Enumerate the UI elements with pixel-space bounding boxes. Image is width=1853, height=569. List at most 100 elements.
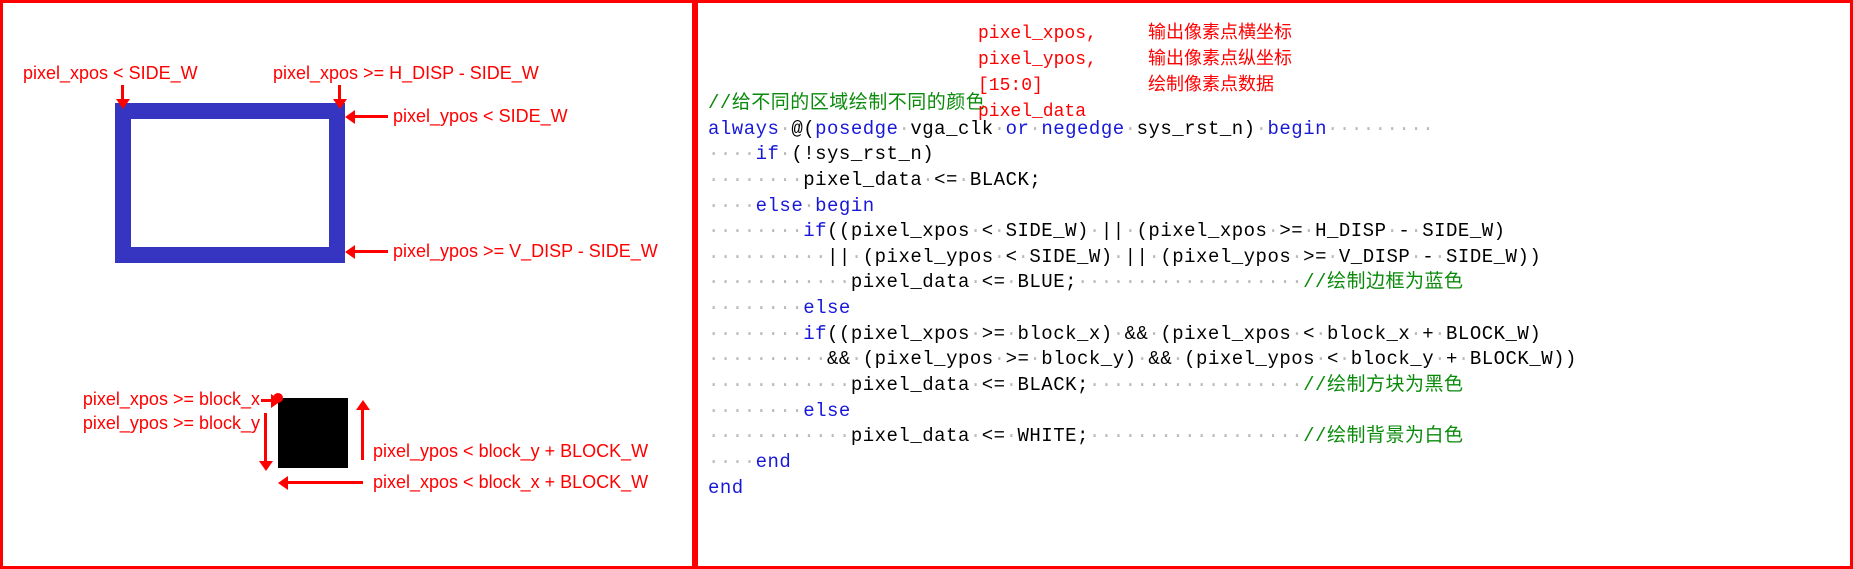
code-token: if — [803, 220, 827, 242]
code-token: · — [970, 323, 982, 345]
code-token: · — [994, 220, 1006, 242]
code-token: · — [779, 143, 791, 165]
code-token: && — [827, 348, 851, 370]
code-token: end — [756, 451, 792, 473]
code-line: ············pixel_data·<=·BLACK;········… — [708, 373, 1840, 399]
blue-frame — [115, 103, 345, 263]
arrow-icon — [261, 399, 271, 402]
code-token: SIDE_W)) — [1446, 246, 1541, 268]
code-token: · — [1137, 348, 1149, 370]
code-token: · — [970, 425, 982, 447]
arrow-icon — [355, 115, 388, 118]
code-token: pixel_data — [803, 169, 922, 191]
code-token: ·················· — [1089, 425, 1303, 447]
code-token: · — [1291, 323, 1303, 345]
code-token: ···· — [708, 451, 756, 473]
container: pixel_xpos < SIDE_W pixel_xpos >= H_DISP… — [0, 0, 1853, 569]
code-token: WHITE; — [1017, 425, 1088, 447]
code-token: · — [1006, 425, 1018, 447]
code-token: · — [1315, 348, 1327, 370]
code-token: pixel_data — [851, 271, 970, 293]
code-token: always — [708, 118, 779, 140]
code-line: ········pixel_data·<=·BLACK; — [708, 168, 1840, 194]
code-token: >= — [1279, 220, 1303, 242]
code-token: ········· — [1327, 118, 1434, 140]
code-token: · — [1148, 323, 1160, 345]
code-token: · — [1125, 220, 1137, 242]
label-block-left-upper: pixel_xpos >= block_x — [75, 389, 260, 410]
code-token: ·········· — [708, 348, 827, 370]
code-token: · — [1113, 246, 1125, 268]
code-token: · — [970, 220, 982, 242]
code-token: ((pixel_xpos — [827, 220, 970, 242]
code-token: ···· — [708, 143, 756, 165]
code-token: < — [982, 220, 994, 242]
code-token: · — [898, 118, 910, 140]
code-token: · — [1267, 220, 1279, 242]
code-token: + — [1446, 348, 1458, 370]
code-token: ·················· — [1089, 374, 1303, 396]
code-token: · — [1303, 220, 1315, 242]
code-token: posedge — [815, 118, 898, 140]
code-token: V_DISP — [1339, 246, 1410, 268]
code-token: ········ — [708, 400, 803, 422]
signal-header: pixel_xpos, 输出像素点横坐标 pixel_ypos, 输出像素点纵坐… — [978, 21, 1292, 125]
code-token: //绘制边框为蓝色 — [1303, 271, 1463, 293]
code-token: <= — [982, 271, 1006, 293]
code-token: + — [1422, 323, 1434, 345]
code-token: ·········· — [708, 246, 827, 268]
code-token: < — [1327, 348, 1339, 370]
code-token: block_y — [1351, 348, 1434, 370]
code-line: ············pixel_data·<=·WHITE;········… — [708, 424, 1840, 450]
code-token: · — [994, 348, 1006, 370]
header-desc: 输出像素点横坐标 — [1148, 21, 1292, 47]
code-token: · — [1291, 246, 1303, 268]
code-token: BLACK; — [1017, 374, 1088, 396]
header-row: pixel_ypos, 输出像素点纵坐标 — [978, 47, 1292, 73]
label-frame-top-right: pixel_xpos >= H_DISP - SIDE_W — [273, 63, 539, 84]
code-token: ············ — [708, 271, 851, 293]
code-line: end — [708, 476, 1840, 502]
code-token: block_x) — [1017, 323, 1112, 345]
code-token: if — [803, 323, 827, 345]
code-token: BLOCK_W) — [1446, 323, 1541, 345]
code-token: · — [970, 271, 982, 293]
arrow-icon — [361, 410, 364, 460]
code-token: else — [803, 400, 851, 422]
code-line: ········else — [708, 296, 1840, 322]
code-token: · — [1029, 348, 1041, 370]
label-frame-top-left: pixel_xpos < SIDE_W — [23, 63, 198, 84]
code-token: · — [1434, 246, 1446, 268]
code-token: ((pixel_xpos — [827, 323, 970, 345]
code-token: < — [1006, 246, 1018, 268]
label-block-right: pixel_ypos < block_y + BLOCK_W — [373, 441, 648, 462]
code-line: ··········&&·(pixel_ypos·>=·block_y)·&&·… — [708, 347, 1840, 373]
label-block-left-lower: pixel_ypos >= block_y — [75, 413, 260, 434]
header-signal: pixel_xpos, — [978, 21, 1148, 47]
code-token: >= — [1006, 348, 1030, 370]
code-token: block_x — [1327, 323, 1410, 345]
code-token: · — [1410, 220, 1422, 242]
code-token: && — [1125, 323, 1149, 345]
code-token: · — [851, 246, 863, 268]
code-token: >= — [982, 323, 1006, 345]
code-token: <= — [934, 169, 958, 191]
code-token: ··················· — [1077, 271, 1303, 293]
code-token: begin — [815, 195, 875, 217]
code-token: else — [756, 195, 804, 217]
label-frame-right-lower: pixel_ypos >= V_DISP - SIDE_W — [393, 241, 658, 262]
code-token: · — [1017, 246, 1029, 268]
arrow-icon — [264, 413, 267, 461]
code-token: else — [803, 297, 851, 319]
code-token: ···· — [708, 195, 756, 217]
label-block-bottom: pixel_xpos < block_x + BLOCK_W — [373, 472, 648, 493]
arrow-icon — [288, 481, 363, 484]
code-line: ············pixel_data·<=·BLUE;·········… — [708, 270, 1840, 296]
code-token: (pixel_xpos — [1137, 220, 1268, 242]
arrow-icon — [338, 85, 341, 99]
code-token: · — [851, 348, 863, 370]
code-token: · — [1410, 323, 1422, 345]
code-token: ········ — [708, 169, 803, 191]
code-token: @( — [791, 118, 815, 140]
code-token: · — [1434, 348, 1446, 370]
